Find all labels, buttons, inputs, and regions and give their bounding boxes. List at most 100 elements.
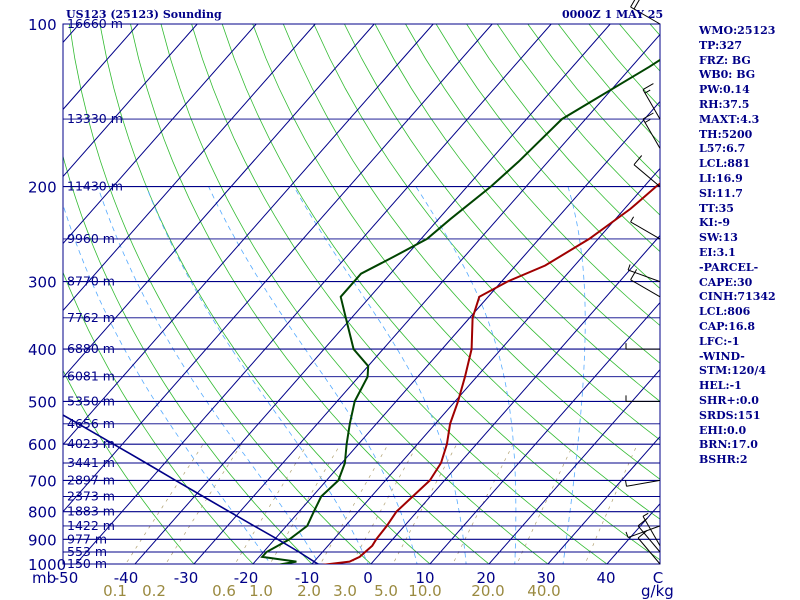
- mixing-ratio-label: 1.0: [249, 582, 273, 600]
- isotherm: [252, 100, 660, 564]
- wind-barb: [642, 83, 661, 120]
- index-item: LCL:806: [699, 305, 751, 319]
- mixing-ratio-line: [319, 444, 389, 564]
- index-item: LFC:-1: [699, 334, 740, 348]
- dry-adiabat: [374, 24, 660, 364]
- temperature-label: 30: [536, 569, 555, 587]
- temperature-label: -50: [54, 569, 79, 587]
- isotherm: [134, 24, 611, 564]
- isotherm: [63, 24, 493, 513]
- index-item: SI:11.7: [699, 186, 743, 200]
- wind-barb: [627, 264, 661, 283]
- isotherm: [63, 24, 198, 178]
- index-item: SRDS:151: [699, 408, 761, 422]
- index-item: FRZ: BG: [699, 53, 751, 67]
- mixing-ratio-label: 2.0: [297, 582, 321, 600]
- index-item: -PARCEL-: [699, 260, 759, 274]
- isotherm: [193, 33, 660, 564]
- index-item: TP:327: [699, 38, 743, 52]
- height-label: 6081 m: [67, 369, 115, 384]
- index-item: CINH:71342: [699, 290, 776, 304]
- pressure-label: 300: [28, 274, 57, 292]
- index-item: SW:13: [699, 231, 738, 245]
- height-label: 8770 m: [67, 274, 115, 289]
- height-label: 977 m: [67, 531, 107, 546]
- index-item: WMO:25123: [699, 24, 776, 37]
- temperature-label: 40: [596, 569, 615, 587]
- index-item: CAP:16.8: [699, 319, 756, 333]
- dry-adiabat: [466, 24, 660, 253]
- mixing-ratio-label: 3.0: [333, 582, 357, 600]
- isotherm: [547, 435, 660, 564]
- dry-adiabat: [99, 24, 431, 564]
- moist-adiabat: [63, 203, 271, 564]
- index-item: STM:120/4: [699, 364, 766, 378]
- index-item: KI:-9: [699, 216, 730, 230]
- pressure-label: 500: [28, 393, 57, 411]
- moist-adiabat: [145, 186, 369, 564]
- mixing-ratio-label: 0.6: [212, 582, 236, 600]
- mixing-ratio-label: 10.0: [408, 582, 441, 600]
- height-label: 2373 m: [67, 489, 115, 504]
- pressure-label: 600: [28, 436, 57, 454]
- temperature-label: C: [653, 569, 663, 587]
- pressure-label: 400: [28, 341, 57, 359]
- index-item: PW:0.14: [699, 83, 750, 97]
- isotherm: [63, 24, 375, 379]
- isobar-layer: [62, 23, 661, 565]
- height-label: 11430 m: [67, 179, 123, 194]
- wind-barb-layer: [625, 0, 661, 565]
- temperature-label: 0: [363, 569, 373, 587]
- pressure-label: 200: [28, 179, 57, 197]
- moist-adiabat: [208, 186, 418, 564]
- index-item: TH:5200: [699, 127, 753, 141]
- temperature-trace: [321, 182, 660, 564]
- dry-adiabat: [435, 24, 660, 289]
- moist-adiabat: [415, 186, 517, 564]
- index-item: HEL:-1: [699, 379, 742, 393]
- height-label: 6880 m: [67, 341, 115, 356]
- index-item: BRN:17.0: [699, 438, 758, 452]
- index-item: EI:3.1: [699, 245, 736, 259]
- pressure-label: 800: [28, 504, 57, 522]
- mixing-ratio-unit: g/kg: [641, 582, 674, 600]
- isotherm: [311, 167, 660, 564]
- height-label: 553 m: [67, 544, 107, 559]
- wind-barb: [625, 479, 661, 487]
- isotherm: [429, 301, 660, 564]
- wind-barb: [642, 512, 661, 546]
- mixing-ratio-label: 20.0: [471, 582, 504, 600]
- dry-adiabat: [160, 24, 549, 564]
- moist-adiabat: [97, 186, 320, 564]
- wind-barb: [625, 395, 660, 402]
- mixing-ratio-line: [584, 444, 638, 564]
- index-item: LCL:881: [699, 157, 751, 171]
- mixing-ratio-label: 0.1: [103, 582, 127, 600]
- height-label: 4023 m: [67, 436, 115, 451]
- mixing-ratio-label: 40.0: [527, 582, 560, 600]
- index-item: SHR+:0.0: [699, 393, 759, 407]
- dry-adiabat: [130, 24, 490, 564]
- mixing-ratio-line: [351, 444, 419, 564]
- dry-adiabat: [63, 271, 254, 564]
- wind-barb: [642, 112, 661, 149]
- temperature-label: -10: [295, 569, 320, 587]
- trace-layer: [63, 58, 660, 564]
- dry-adiabat: [252, 24, 660, 520]
- height-label: 5350 m: [67, 393, 115, 408]
- index-item: MAXT:4.3: [699, 112, 760, 126]
- isotherm: [63, 24, 434, 446]
- index-item: TT:35: [699, 201, 734, 215]
- height-label: 9960 m: [67, 231, 115, 246]
- temperature-label: -20: [234, 569, 259, 587]
- mixing-ratio-label: 5.0: [374, 582, 398, 600]
- mixing-ratio-line: [452, 444, 514, 564]
- dry-adiabat: [63, 369, 195, 564]
- isotherm: [63, 24, 257, 245]
- mixing-ratio-line: [125, 444, 204, 564]
- index-item: BSHR:2: [699, 453, 748, 467]
- moist-adiabat: [562, 186, 586, 564]
- height-label: 13330 m: [67, 111, 123, 126]
- mixing-ratio-label: 0.2: [142, 582, 166, 600]
